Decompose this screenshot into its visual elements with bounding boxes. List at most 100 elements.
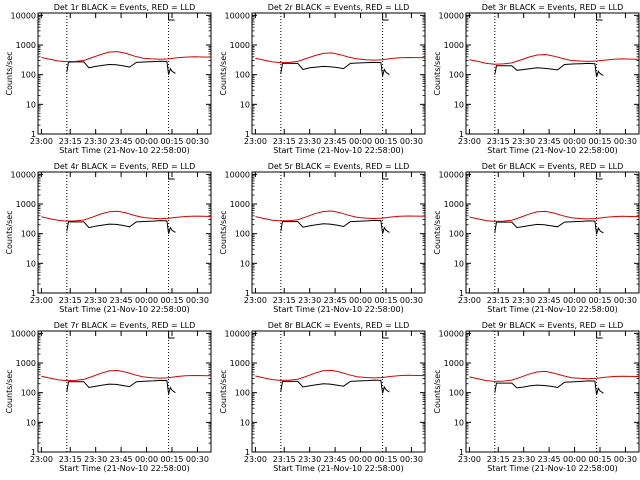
y-tick-label: 10 (240, 100, 250, 109)
x-tick-label: 00:00 (563, 296, 586, 305)
y-tick-label: 100 (235, 230, 250, 239)
y-tick-label: 1 (31, 289, 36, 298)
y-tick-label: 10000 (439, 329, 464, 338)
panel-2: Det 2r BLACK = Events, RED = LLD 1 10 100 10… (219, 3, 426, 155)
series-line-events (66, 220, 176, 234)
x-axis-label: Start Time (21-Nov-10 22:58:00) (487, 305, 617, 314)
x-tick-label: 00:30 (614, 137, 637, 146)
plot-frame (465, 330, 640, 453)
x-tick-label: 23:30 (298, 455, 321, 464)
panel-8: Det 8r BLACK = Events, RED = LLD 1 10 100 10… (219, 321, 426, 473)
x-tick-label: 00:00 (349, 455, 372, 464)
chart-title: Det 9r BLACK = Events, RED = LLD (482, 321, 624, 330)
series-line-lld (255, 52, 426, 64)
saa-marker (596, 331, 603, 339)
y-tick-label: 100 (235, 389, 250, 398)
panel-3: Det 3r BLACK = Events, RED = LLD 1 10 100 10… (433, 3, 640, 155)
y-tick-label: 10000 (439, 11, 464, 20)
y-tick-label: 1000 (230, 359, 250, 368)
panel-4: Det 4r BLACK = Events, RED = LLD 1 10 100 10… (5, 162, 212, 314)
x-tick-label: 23:30 (512, 137, 535, 146)
x-tick-label: 00:15 (374, 296, 397, 305)
chart-title: Det 3r BLACK = Events, RED = LLD (482, 3, 624, 12)
y-tick-label: 10 (240, 418, 250, 427)
y-tick-label: 1000 (230, 200, 250, 209)
x-tick-label: 23:15 (59, 455, 82, 464)
panel-7: Det 7r BLACK = Events, RED = LLD 1 10 100 10… (5, 321, 212, 473)
x-tick-label: 23:00 (458, 296, 481, 305)
x-tick-label: 23:15 (487, 296, 510, 305)
x-tick-label: 00:00 (135, 296, 158, 305)
y-tick-label: 1 (245, 130, 250, 139)
chart-title: Det 8r BLACK = Events, RED = LLD (268, 321, 410, 330)
x-tick-label: 00:15 (374, 455, 397, 464)
x-tick-label: 23:00 (30, 296, 53, 305)
y-axis-label: Counts/sec (433, 369, 442, 413)
y-tick-label: 10000 (225, 11, 250, 20)
x-tick-label: 23:45 (110, 455, 133, 464)
x-tick-label: 00:00 (135, 137, 158, 146)
series-line-events (494, 380, 604, 395)
x-tick-label: 00:30 (186, 296, 209, 305)
x-tick-label: 00:30 (400, 296, 423, 305)
y-axis-label: Counts/sec (219, 51, 228, 95)
y-tick-label: 10000 (11, 329, 36, 338)
y-axis-label: Counts/sec (219, 210, 228, 254)
plot-frame (251, 12, 426, 135)
x-tick-label: 00:00 (135, 455, 158, 464)
y-tick-label: 10000 (11, 11, 36, 20)
x-axis-label: Start Time (21-Nov-10 22:58:00) (273, 146, 403, 155)
panel-5: Det 5r BLACK = Events, RED = LLD 1 10 100 10… (219, 162, 426, 314)
x-tick-label: 00:00 (563, 137, 586, 146)
saa-marker (596, 13, 603, 21)
series-line-events (280, 379, 390, 394)
x-tick-label: 23:45 (324, 137, 347, 146)
y-tick-label: 100 (21, 230, 36, 239)
y-tick-label: 10000 (225, 329, 250, 338)
x-tick-label: 00:15 (160, 296, 183, 305)
x-tick-label: 00:30 (614, 455, 637, 464)
y-tick-label: 10 (26, 100, 36, 109)
y-tick-label: 100 (449, 230, 464, 239)
x-tick-label: 23:30 (298, 296, 321, 305)
y-axis-label: Counts/sec (433, 51, 442, 95)
y-tick-label: 1 (459, 448, 464, 457)
x-tick-label: 23:45 (110, 296, 133, 305)
y-tick-label: 1000 (16, 359, 36, 368)
panel-9: Det 9r BLACK = Events, RED = LLD 1 10 100 10… (433, 321, 640, 473)
y-axis-label: Counts/sec (5, 51, 14, 95)
x-tick-label: 23:00 (30, 455, 53, 464)
series-line-lld (469, 210, 640, 222)
saa-marker (168, 13, 175, 21)
y-tick-label: 1 (31, 130, 36, 139)
y-tick-label: 10 (454, 418, 464, 427)
y-axis-label: Counts/sec (5, 210, 14, 254)
x-tick-label: 23:00 (244, 296, 267, 305)
saa-marker (168, 172, 175, 180)
chart-title: Det 2r BLACK = Events, RED = LLD (268, 3, 410, 12)
x-tick-label: 23:30 (84, 455, 107, 464)
x-tick-label: 00:30 (186, 455, 209, 464)
x-tick-label: 23:45 (324, 455, 347, 464)
x-tick-label: 23:30 (84, 296, 107, 305)
series-line-events (280, 219, 390, 234)
x-tick-label: 23:30 (512, 455, 535, 464)
x-tick-label: 00:30 (186, 137, 209, 146)
panel-1: Det 1r BLACK = Events, RED = LLD 1 10 100 10… (5, 3, 212, 155)
y-tick-label: 10 (454, 100, 464, 109)
y-tick-label: 100 (21, 389, 36, 398)
x-tick-label: 23:00 (30, 137, 53, 146)
x-tick-label: 23:00 (244, 137, 267, 146)
x-tick-label: 23:15 (273, 455, 296, 464)
x-tick-label: 23:00 (458, 137, 481, 146)
series-line-events (280, 61, 390, 77)
x-tick-label: 23:15 (487, 455, 510, 464)
x-tick-label: 23:30 (298, 137, 321, 146)
x-tick-label: 23:30 (512, 296, 535, 305)
chart-title: Det 6r BLACK = Events, RED = LLD (482, 162, 624, 171)
chart-title: Det 7r BLACK = Events, RED = LLD (54, 321, 196, 330)
y-tick-label: 1000 (16, 200, 36, 209)
x-tick-label: 00:30 (400, 455, 423, 464)
plot-frame (465, 12, 640, 135)
x-tick-label: 00:15 (160, 455, 183, 464)
